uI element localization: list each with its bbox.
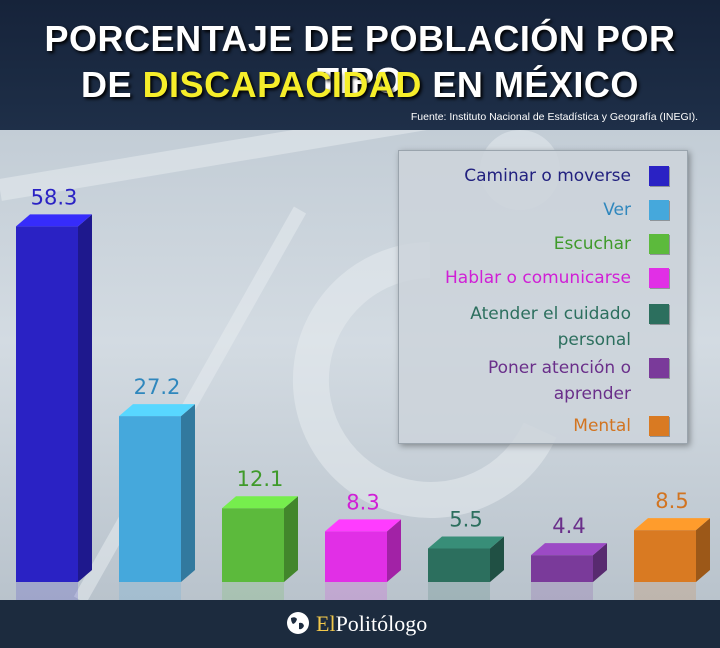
- legend-swatch-lightblue: [649, 200, 669, 220]
- legend-label: Caminar o moverse: [464, 166, 631, 186]
- legend-item-hablar: Hablar o comunicarse: [399, 265, 687, 291]
- bar-front: [222, 508, 284, 582]
- bar-reflection: [222, 582, 284, 600]
- bars-group: 58.3 27.2 12.1 8.3 5.5 4.4 8.5: [16, 185, 710, 600]
- bar-chart: 58.3 27.2 12.1 8.3 5.5 4.4 8.5: [0, 130, 710, 600]
- bar-value-label: 4.4: [552, 514, 585, 538]
- bar-top: [222, 496, 298, 509]
- bar-7: 8.5: [634, 489, 710, 600]
- bar-side: [696, 518, 710, 582]
- bar-top: [325, 519, 401, 532]
- bar-reflection: [325, 582, 387, 600]
- legend-swatch-blue: [649, 166, 669, 186]
- legend-label-line2: personal: [557, 330, 631, 350]
- source-note: Fuente: Instituto Nacional de Estadístic…: [410, 111, 698, 123]
- bar-top: [531, 543, 607, 556]
- title-suffix: EN MÉXICO: [421, 64, 639, 105]
- footer: ElPolitólogo: [0, 600, 720, 648]
- legend-label: Escuchar: [553, 234, 631, 254]
- legend-label-line1: Atender el cuidado: [470, 304, 631, 324]
- page-title-line1: PORCENTAJE DE POBLACIÓN POR TIPO: [44, 18, 676, 101]
- bar-1: 58.3: [16, 185, 92, 600]
- legend-swatch-orange: [649, 416, 669, 436]
- title-highlight: DISCAPACIDAD: [142, 64, 422, 105]
- bar-front: [119, 416, 181, 582]
- page-title-line2: DE DISCAPACIDAD EN MÉXICO: [0, 64, 720, 106]
- logo-name: Politólogo: [335, 611, 428, 636]
- bar-5: 5.5: [428, 507, 504, 600]
- bar-top: [428, 536, 504, 549]
- bar-2: 27.2: [119, 375, 195, 600]
- legend-label-line2: aprender: [553, 384, 631, 404]
- legend-label-line1: Poner atención o: [487, 358, 631, 378]
- bar-side: [284, 496, 298, 582]
- bar-side: [490, 536, 504, 582]
- title-prefix: DE: [81, 64, 143, 105]
- bar-value-label: 58.3: [31, 185, 78, 209]
- bar-reflection: [531, 582, 593, 600]
- bar-4: 8.3: [325, 490, 401, 600]
- bar-top: [634, 518, 710, 531]
- globe-icon: [287, 612, 309, 634]
- bar-value-label: 27.2: [134, 375, 181, 399]
- bar-reflection: [119, 582, 181, 600]
- legend-label: Mental: [573, 416, 631, 436]
- header: PORCENTAJE DE POBLACIÓN POR TIPO DE DISC…: [0, 0, 720, 130]
- legend-item-cuidado-personal: Atender el cuidado personal: [399, 301, 687, 353]
- bar-front: [634, 530, 696, 582]
- bar-front: [428, 548, 490, 582]
- legend-item-caminar: Caminar o moverse: [399, 163, 687, 189]
- bar-value-label: 8.3: [346, 490, 379, 514]
- bar-value-label: 8.5: [655, 489, 688, 513]
- bar-side: [181, 404, 195, 582]
- chart-area: 58.3 27.2 12.1 8.3 5.5 4.4 8.5 Caminar o mover…: [0, 130, 720, 600]
- bar-front: [16, 226, 78, 582]
- bar-side: [78, 214, 92, 582]
- logo-prefix: El: [316, 611, 336, 636]
- bar-top: [16, 214, 92, 227]
- legend-swatch-green: [649, 234, 669, 254]
- bar-value-label: 5.5: [449, 507, 482, 531]
- bar-side: [593, 543, 607, 582]
- bar-value-label: 12.1: [237, 467, 284, 491]
- legend-item-ver: Ver: [399, 197, 687, 223]
- logo-text: ElPolitólogo: [316, 611, 427, 637]
- bar-reflection: [634, 582, 696, 600]
- bar-reflection: [16, 582, 78, 600]
- bar-side: [387, 519, 401, 582]
- bar-front: [325, 531, 387, 582]
- legend-label: Ver: [603, 200, 631, 220]
- legend: Caminar o moverse Ver Escuchar Hablar o …: [398, 150, 688, 444]
- bar-6: 4.4: [531, 514, 607, 600]
- bar-front: [531, 555, 593, 582]
- bar-top: [119, 404, 195, 417]
- legend-item-escuchar: Escuchar: [399, 231, 687, 257]
- legend-swatch-purple: [649, 358, 669, 378]
- legend-label: Hablar o comunicarse: [445, 268, 631, 288]
- legend-swatch-darkgreen: [649, 304, 669, 324]
- legend-item-atencion: Poner atención o aprender: [399, 355, 687, 407]
- bar-3: 12.1: [222, 467, 298, 600]
- legend-item-mental: Mental: [399, 413, 687, 439]
- bar-reflection: [428, 582, 490, 600]
- legend-swatch-magenta: [649, 268, 669, 288]
